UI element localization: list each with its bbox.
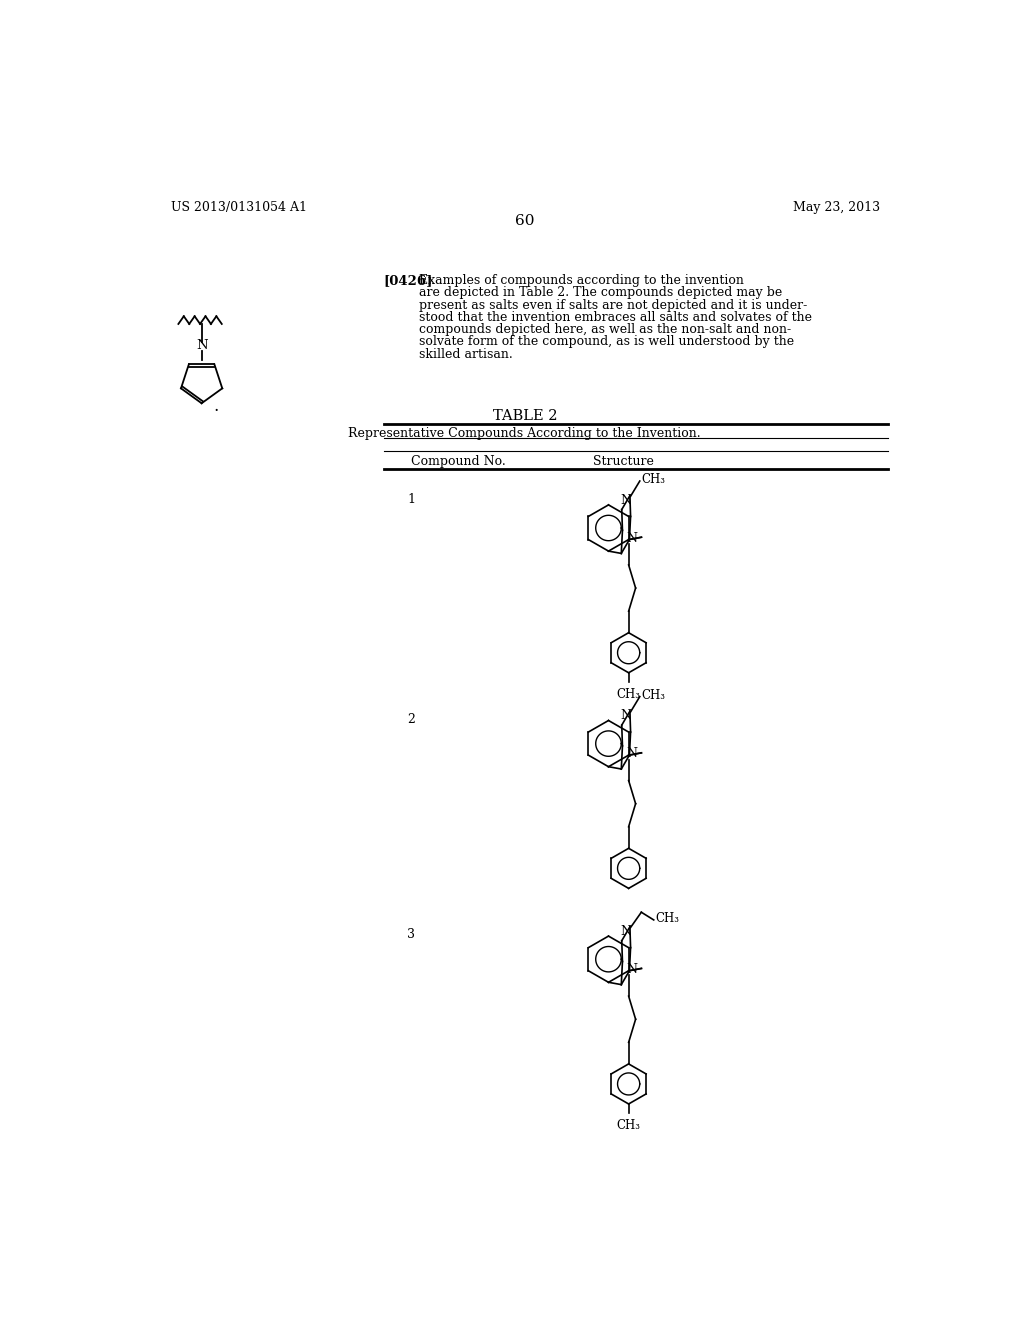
Text: N: N — [621, 709, 632, 722]
Text: N: N — [627, 747, 637, 760]
Text: 60: 60 — [515, 214, 535, 228]
Text: Compound No.: Compound No. — [411, 455, 506, 467]
Text: CH₃: CH₃ — [616, 688, 641, 701]
Text: Examples of compounds according to the invention: Examples of compounds according to the i… — [419, 275, 743, 286]
Text: N: N — [627, 532, 637, 545]
Text: 1: 1 — [407, 494, 415, 507]
Text: 2: 2 — [407, 713, 415, 726]
Text: present as salts even if salts are not depicted and it is under-: present as salts even if salts are not d… — [419, 298, 807, 312]
Text: [0426]: [0426] — [384, 275, 433, 286]
Text: Representative Compounds According to the Invention.: Representative Compounds According to th… — [348, 428, 701, 440]
Text: stood that the invention embraces all salts and solvates of the: stood that the invention embraces all sa… — [419, 312, 812, 323]
Text: TABLE 2: TABLE 2 — [493, 409, 557, 422]
Text: Structure: Structure — [593, 455, 654, 467]
Text: N: N — [627, 962, 637, 975]
Text: CH₃: CH₃ — [655, 912, 679, 925]
Text: US 2013/0131054 A1: US 2013/0131054 A1 — [171, 201, 306, 214]
Text: solvate form of the compound, as is well understood by the: solvate form of the compound, as is well… — [419, 335, 794, 348]
Text: May 23, 2013: May 23, 2013 — [793, 201, 880, 214]
Text: .: . — [213, 397, 218, 414]
Text: skilled artisan.: skilled artisan. — [419, 348, 512, 360]
Text: CH₃: CH₃ — [641, 473, 666, 486]
Text: N: N — [621, 925, 632, 939]
Text: N: N — [621, 494, 632, 507]
Text: N: N — [196, 339, 208, 352]
Text: 3: 3 — [407, 928, 415, 941]
Text: are depicted in Table 2. The compounds depicted may be: are depicted in Table 2. The compounds d… — [419, 286, 782, 300]
Text: CH₃: CH₃ — [641, 689, 666, 702]
Text: CH₃: CH₃ — [616, 1119, 641, 1133]
Text: compounds depicted here, as well as the non-salt and non-: compounds depicted here, as well as the … — [419, 323, 791, 337]
